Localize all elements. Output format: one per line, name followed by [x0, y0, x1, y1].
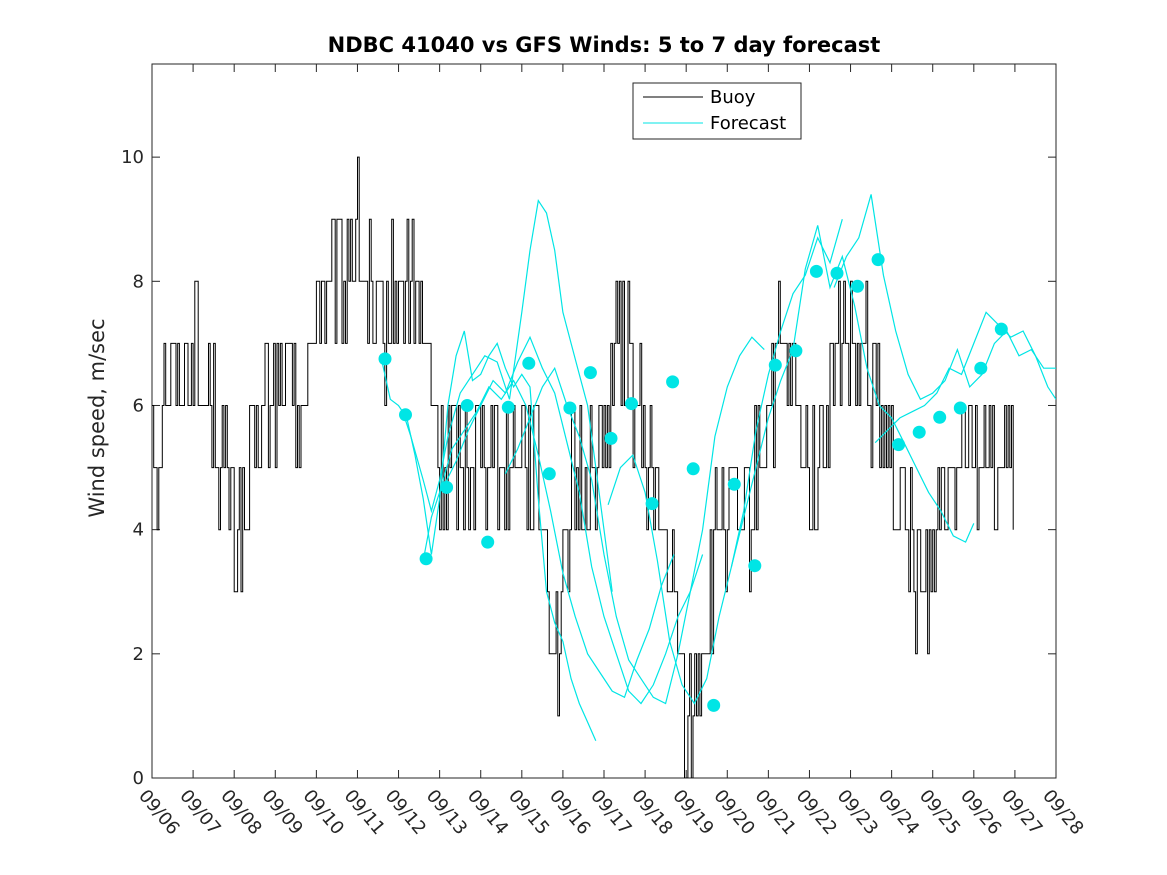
forecast-marker	[953, 401, 967, 415]
forecast-marker	[542, 467, 556, 481]
y-tick-label: 2	[133, 644, 144, 665]
forecast-marker	[440, 480, 454, 494]
series-forecast-run-7	[730, 225, 975, 568]
plot-area: 09/0609/0709/0809/0909/1009/1109/1209/13…	[121, 63, 1088, 839]
series-buoy-line	[152, 156, 1014, 778]
legend-box	[632, 82, 802, 140]
forecast-marker	[768, 358, 782, 372]
forecast-marker	[809, 264, 823, 278]
forecast-marker	[399, 408, 412, 422]
forecast-marker	[871, 253, 885, 267]
series-forecast-run-3	[422, 379, 675, 699]
series-forecast-run-9	[874, 311, 1056, 444]
y-tick-label: 10	[121, 147, 144, 168]
forecast-marker	[912, 425, 926, 439]
series-forecast-run-8	[833, 194, 1056, 401]
forecast-marker	[583, 366, 597, 380]
forecast-marker	[378, 352, 392, 366]
y-tick-label: 8	[133, 271, 144, 292]
series-forecast-run-1	[381, 330, 597, 741]
forecast-marker	[789, 344, 803, 358]
series-forecast-run-2	[402, 198, 613, 592]
forecast-marker	[460, 399, 474, 412]
series-forecast-run-5	[504, 336, 765, 705]
forecast-marker	[727, 477, 741, 491]
y-axis-label: Wind speed, m/sec	[85, 318, 109, 517]
forecast-marker	[522, 356, 536, 370]
forecast-marker	[666, 375, 680, 389]
y-tick-label: 6	[133, 395, 144, 416]
forecast-marker	[851, 279, 864, 293]
forecast-marker	[892, 438, 906, 452]
legend: Buoy Forecast	[632, 82, 802, 140]
series-forecast-run-4	[443, 335, 704, 705]
forecast-marker	[974, 361, 988, 375]
forecast-marker	[686, 462, 700, 476]
chart-title: NDBC 41040 vs GFS Winds: 5 to 7 day fore…	[328, 33, 881, 57]
forecast-marker	[645, 497, 659, 511]
forecast-marker	[604, 431, 618, 445]
forecast-marker	[563, 401, 577, 415]
y-tick-label: 0	[133, 768, 144, 789]
forecast-marker	[419, 552, 433, 566]
forecast-marker	[501, 400, 515, 414]
forecast-marker	[707, 698, 721, 712]
series-group	[152, 156, 1056, 778]
forecast-marker	[994, 322, 1008, 336]
forecast-marker	[625, 397, 638, 411]
y-tick-label: 4	[133, 520, 144, 541]
forecast-marker	[748, 559, 762, 573]
legend-forecast-label: Forecast	[710, 113, 786, 134]
forecast-marker	[481, 535, 495, 549]
legend-buoy-label: Buoy	[710, 87, 756, 108]
forecast-marker	[933, 410, 947, 424]
forecast-marker	[830, 266, 844, 280]
